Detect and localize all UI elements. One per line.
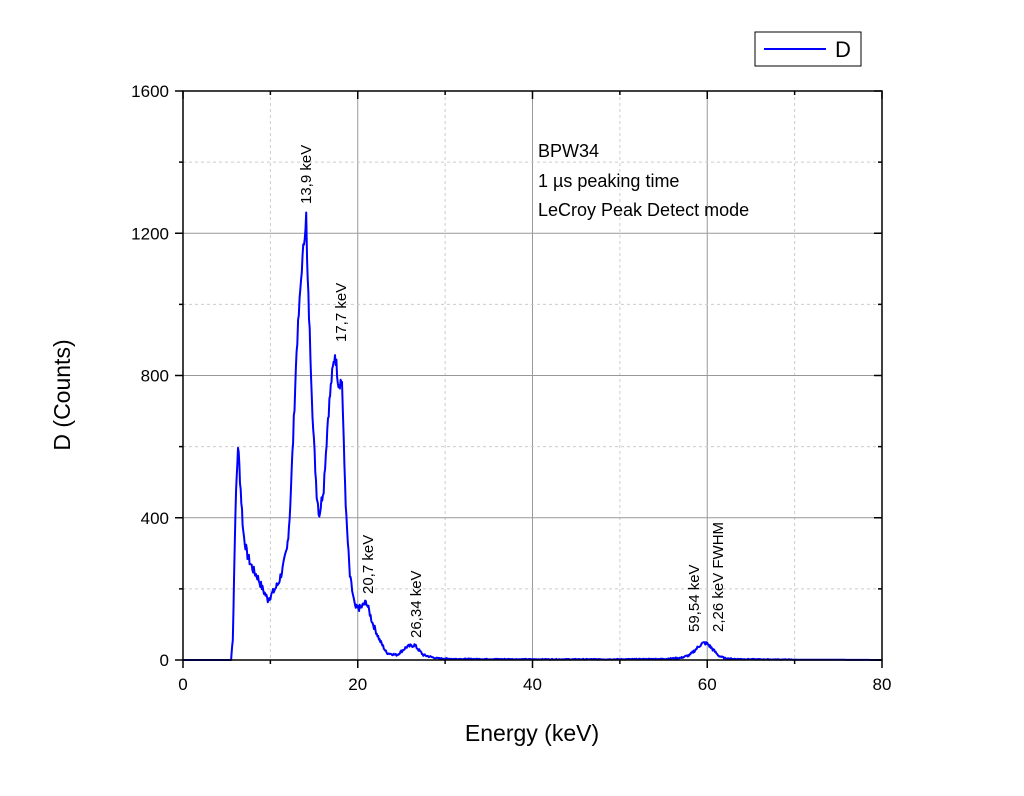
peak-label: 59,54 keV <box>686 564 703 632</box>
peak-label: 17,7 keV <box>333 283 350 342</box>
peak-label: 13,9 keV <box>298 145 315 204</box>
x-tick-label: 0 <box>178 675 187 694</box>
y-tick-label: 400 <box>141 509 169 528</box>
x-tick-label: 40 <box>523 675 542 694</box>
y-tick-label: 0 <box>160 651 169 670</box>
info-line-device: BPW34 <box>538 141 599 161</box>
peak-label: 20,7 keV <box>360 535 377 594</box>
y-tick-label: 1600 <box>131 82 169 101</box>
x-axis-label: Energy (keV) <box>465 720 599 746</box>
legend: D <box>754 31 862 67</box>
info-line-peaking: 1 µs peaking time <box>538 171 679 191</box>
x-tick-label: 20 <box>348 675 367 694</box>
peak-label: 2,26 keV FWHM <box>710 522 727 632</box>
peak-labels: 13,9 keV 17,7 keV 20,7 keV 26,34 keV 59,… <box>298 145 727 638</box>
x-tick-label: 80 <box>873 675 892 694</box>
info-text: BPW34 1 µs peaking time LeCroy Peak Dete… <box>538 141 749 220</box>
grid <box>183 91 882 660</box>
info-line-mode: LeCroy Peak Detect mode <box>538 200 749 220</box>
y-tick-label: 1200 <box>131 224 169 243</box>
peak-label: 26,34 keV <box>408 570 425 638</box>
x-tick-label: 60 <box>698 675 717 694</box>
y-tick-label: 800 <box>141 367 169 386</box>
legend-label: D <box>835 37 851 62</box>
y-axis-label: D (Counts) <box>49 339 75 450</box>
